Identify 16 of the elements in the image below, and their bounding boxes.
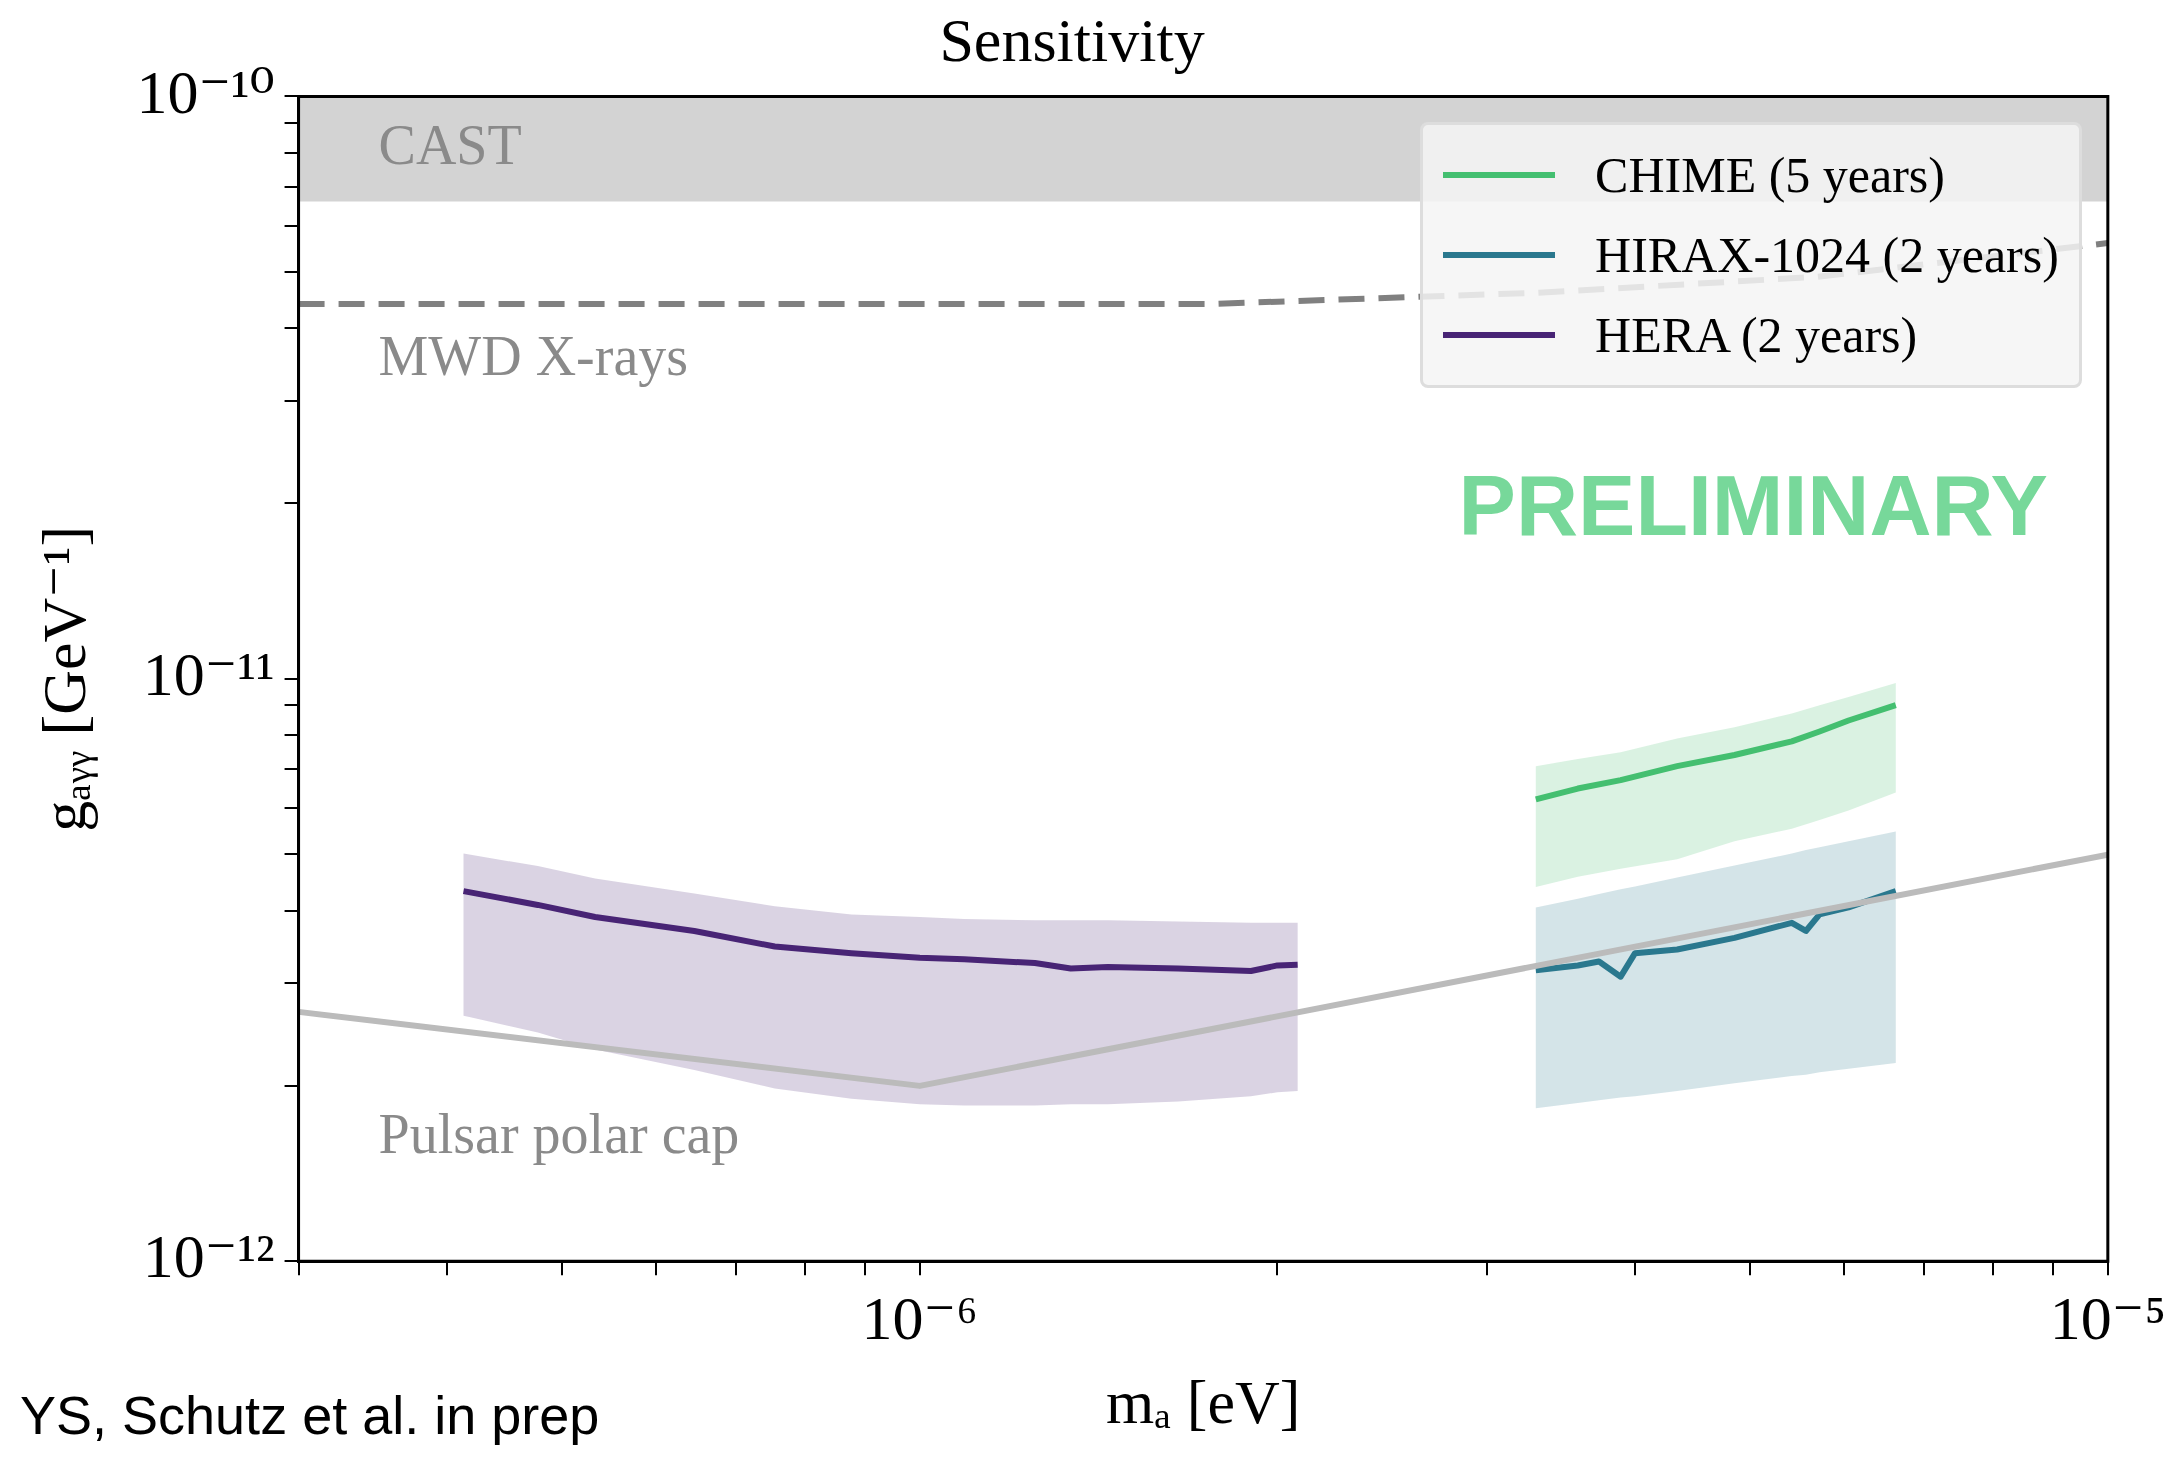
annotation: Pulsar polar cap [378, 1102, 740, 1165]
band-label: CAST [378, 113, 522, 176]
y-tick-label: 10⁻¹² [142, 1222, 275, 1291]
legend-label: CHIME (5 years) [1595, 146, 1945, 205]
annotation: PRELIMINARY [1458, 456, 2048, 556]
text: YS, Schutz et al. in prep [20, 1384, 600, 1446]
annotation: MWD X-rays [378, 324, 689, 387]
y-tick-label: 10⁻¹⁰ [136, 57, 275, 126]
x-axis-title: mₐ [eV] [1106, 1368, 1301, 1437]
y-axis-title: gₐᵧᵧ [GeV⁻¹] [30, 525, 99, 832]
legend-label: HERA (2 years) [1595, 306, 1918, 365]
y-tick-label: 10⁻¹¹ [142, 640, 275, 709]
legend-label: HIRAX-1024 (2 years) [1595, 226, 2059, 285]
chart-title: Sensitivity [939, 6, 1205, 75]
x-tick-label: 10⁻⁵ [2049, 1283, 2166, 1352]
x-tick-label: 10⁻⁶ [861, 1283, 978, 1352]
